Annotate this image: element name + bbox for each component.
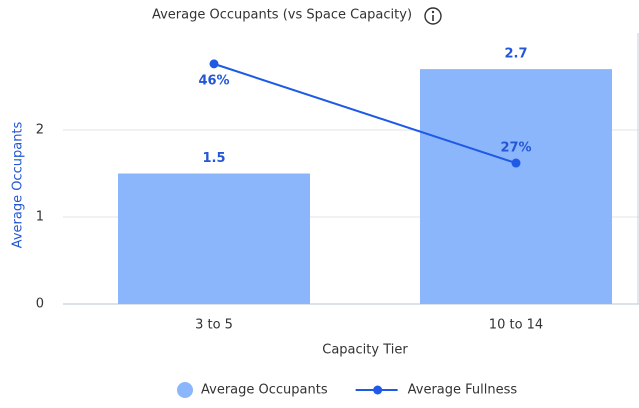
legend-label: Average Fullness (408, 383, 518, 398)
bar-value-label: 2.7 (504, 47, 527, 62)
info-icon[interactable] (424, 7, 442, 25)
y-tick-label: 2 (36, 123, 44, 138)
y-axis-label: Average Occupants (11, 121, 26, 248)
x-tick-label: 10 to 14 (489, 318, 543, 333)
legend-item: Average Occupants (177, 382, 328, 398)
legend-swatch (373, 385, 383, 395)
x-tick-label: 3 to 5 (195, 318, 233, 333)
line (213, 62, 517, 165)
line-value-label: 27% (500, 141, 531, 156)
x-axis-label: Capacity Tier (322, 343, 408, 358)
chart-title: Average Occupants (vs Space Capacity) (152, 8, 412, 23)
line-point (209, 59, 219, 69)
bar-value-label: 1.5 (202, 151, 225, 166)
bar (420, 69, 612, 304)
line-point (511, 158, 521, 168)
y-tick-label: 0 (36, 297, 44, 312)
line-value-label: 46% (198, 73, 229, 88)
legend-item: Average Fullness (355, 383, 518, 398)
legend-swatch (177, 382, 193, 398)
y-tick-label: 1 (36, 210, 44, 225)
legend-label: Average Occupants (201, 383, 328, 398)
bar (118, 173, 310, 304)
